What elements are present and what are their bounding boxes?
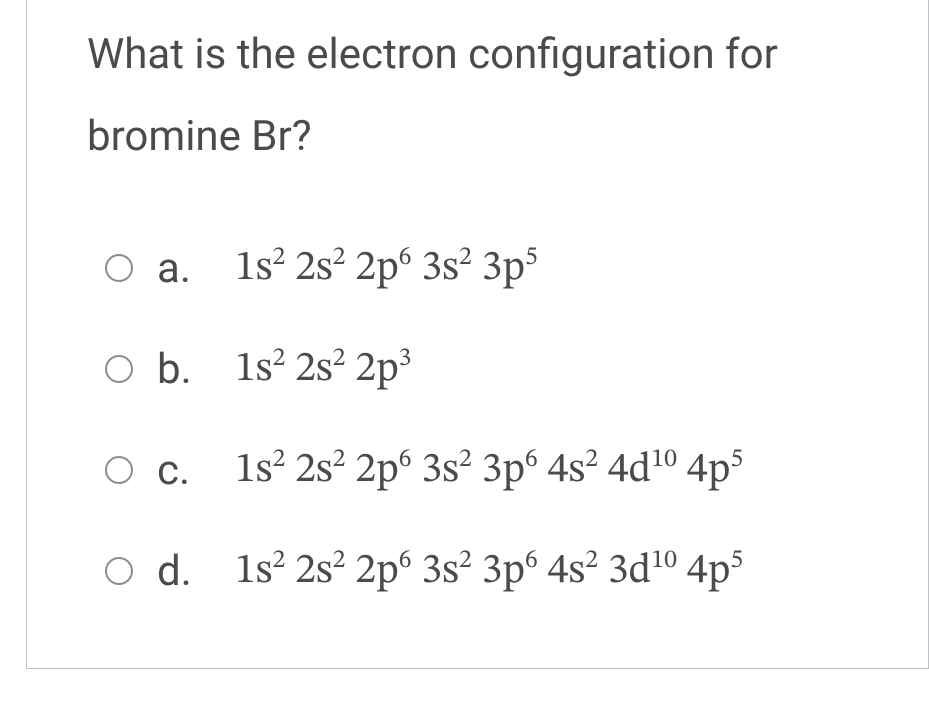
option-d[interactable]: d. 1s2 2s2 2p6 3s2 3p6 4s2 3d10 4p5 xyxy=(87,545,908,598)
options-group: a. 1s2 2s2 2p6 3s2 3p5 b. 1s2 2s2 2p3 c.… xyxy=(87,242,908,598)
option-letter: d. xyxy=(157,547,235,596)
option-c[interactable]: c. 1s2 2s2 2p6 3s2 3p6 4s2 4d10 4p5 xyxy=(87,444,908,497)
option-letter: a. xyxy=(157,244,235,293)
question-text: What is the electron configuration for b… xyxy=(87,0,908,178)
radio-icon[interactable] xyxy=(105,557,133,585)
option-answer: 1s2 2s2 2p6 3s2 3p6 4s2 3d10 4p5 xyxy=(235,545,743,598)
option-answer: 1s2 2s2 2p3 xyxy=(235,343,412,396)
question-line-2: bromine Br? xyxy=(87,112,312,161)
option-answer: 1s2 2s2 2p6 3s2 3p6 4s2 4d10 4p5 xyxy=(235,444,743,497)
radio-icon[interactable] xyxy=(105,355,133,383)
option-b[interactable]: b. 1s2 2s2 2p3 xyxy=(87,343,908,396)
radio-icon[interactable] xyxy=(105,456,133,484)
option-a[interactable]: a. 1s2 2s2 2p6 3s2 3p5 xyxy=(87,242,908,295)
option-answer: 1s2 2s2 2p6 3s2 3p5 xyxy=(235,242,538,295)
option-letter: b. xyxy=(157,345,235,394)
radio-icon[interactable] xyxy=(105,254,133,282)
question-line-1: What is the electron configuration for xyxy=(87,30,778,79)
question-panel: What is the electron configuration for b… xyxy=(26,0,929,669)
option-letter: c. xyxy=(157,446,235,495)
